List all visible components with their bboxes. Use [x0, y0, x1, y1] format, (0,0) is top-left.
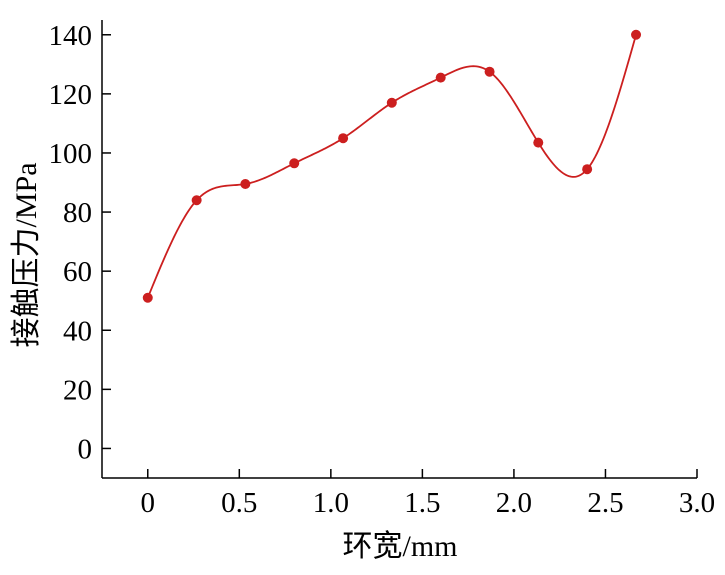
data-point	[289, 158, 300, 169]
series-line	[146, 34, 637, 299]
y-tick-label: 0	[78, 433, 93, 465]
data-point	[582, 164, 593, 175]
x-tick-label: 1.5	[404, 487, 440, 519]
series-curve-layer	[146, 34, 637, 299]
data-point	[338, 133, 349, 144]
x-tick-label: 2.0	[496, 487, 532, 519]
data-point	[533, 137, 544, 148]
y-tick-label: 80	[63, 197, 92, 229]
x-tick-label: 0	[141, 487, 156, 519]
data-point	[191, 195, 202, 206]
data-point	[631, 29, 642, 40]
y-tick-label: 120	[49, 79, 93, 111]
data-point	[435, 72, 446, 83]
data-point	[386, 97, 397, 108]
data-point	[484, 66, 495, 77]
data-points-layer	[142, 29, 642, 303]
x-axis-label: 环宽/mm	[342, 530, 457, 563]
x-tick-label: 1.0	[313, 487, 349, 519]
x-tick-label: 0.5	[221, 487, 257, 519]
x-tick-label: 2.5	[587, 487, 623, 519]
data-point	[142, 292, 153, 303]
y-tick-label: 60	[63, 256, 92, 288]
y-tick-label: 140	[49, 20, 93, 52]
x-tick-label: 3.0	[679, 487, 715, 519]
y-tick-label: 20	[63, 374, 92, 406]
y-tick-label: 40	[63, 315, 92, 347]
data-point	[240, 178, 251, 189]
y-axis-label: 接触压力/MPa	[10, 162, 43, 347]
y-tick-label: 100	[49, 138, 93, 170]
axes: 0 20 40 60 80 100 120 140 0 0.5 1.0 1.5 2.0 2.5 3.0	[49, 20, 716, 519]
